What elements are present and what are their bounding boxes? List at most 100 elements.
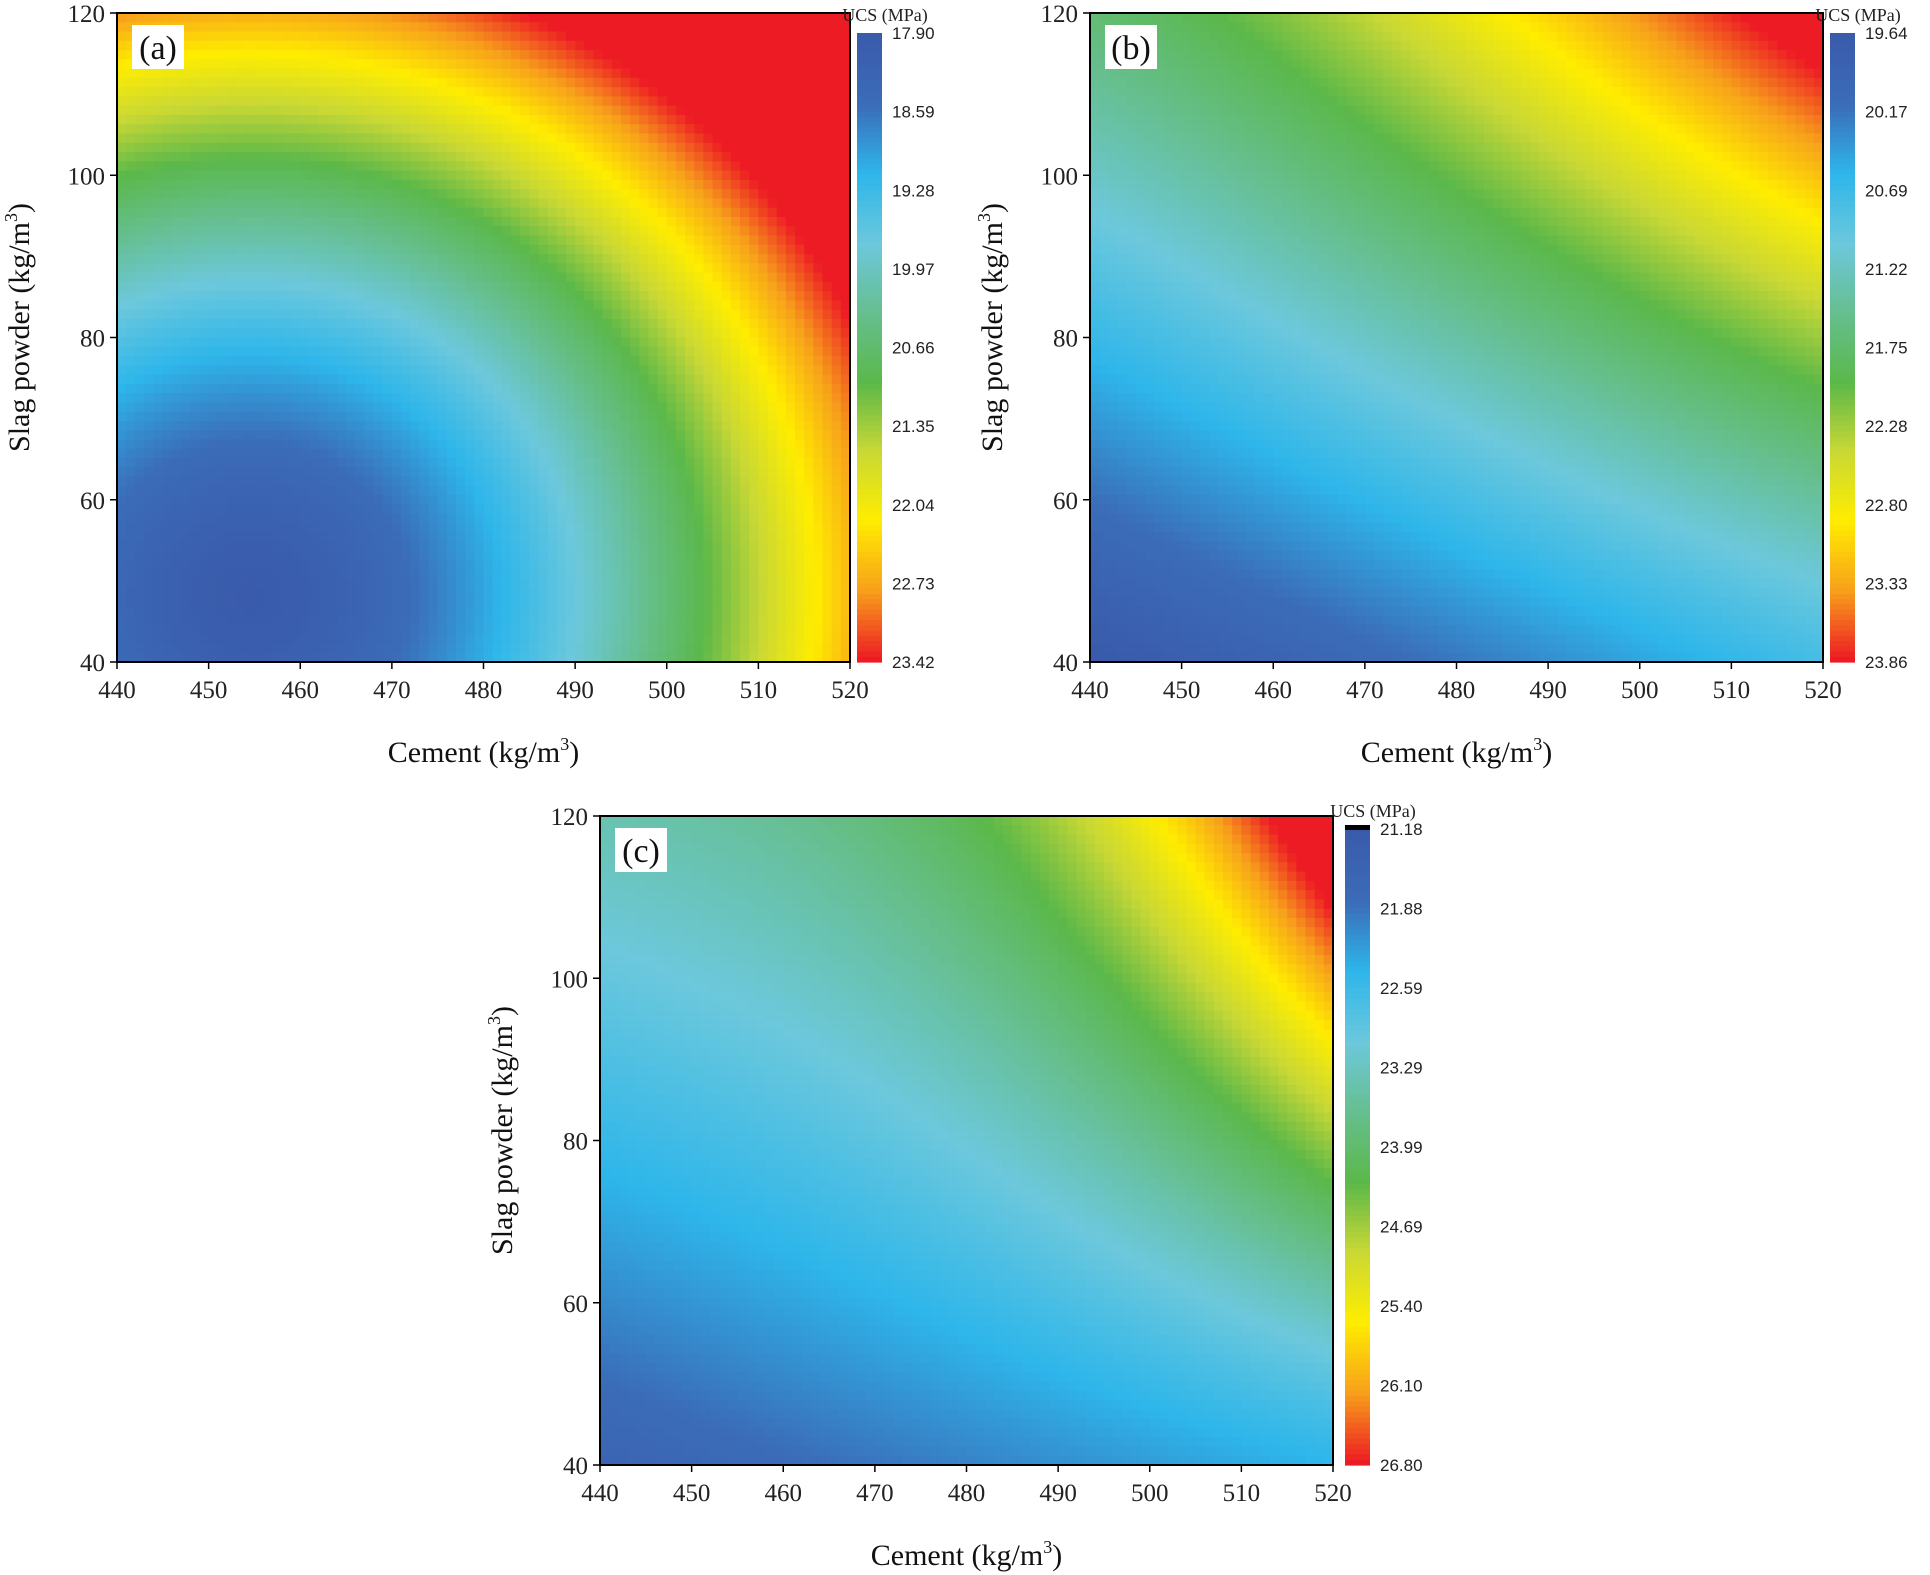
heatmap-cell [263,226,274,237]
heatmap-cell [831,495,842,505]
heatmap-cell [144,133,155,144]
heatmap-cell [611,578,622,589]
heatmap-cell [556,207,567,218]
heatmap-cell [391,458,402,468]
heatmap-cell [401,587,411,598]
heatmap-cell [217,458,228,468]
heatmap-cell [236,448,246,459]
heatmap-cell [648,495,659,505]
heatmap-cell [437,374,448,385]
heatmap-cell [281,587,292,598]
heatmap-cell [575,142,585,153]
heatmap-cell [419,77,430,88]
heatmap-cell [226,411,237,422]
heatmap-cell [410,560,420,570]
heatmap-cell [547,578,558,589]
heatmap-cell [327,124,338,135]
heatmap-cell [547,291,558,302]
heatmap-cell [721,235,732,246]
heatmap-cell [556,300,567,311]
heatmap-cell [474,40,485,51]
heatmap-cell [236,393,246,403]
heatmap-cell [694,281,704,292]
heatmap-cell [565,254,576,264]
heatmap-cell [831,365,842,376]
heatmap-cell [336,50,347,60]
heatmap-cell [795,142,805,153]
heatmap-cell [226,291,237,302]
heatmap-cell [181,272,191,283]
heatmap-cell [446,96,457,107]
heatmap-cell [336,68,347,79]
heatmap-cell [703,281,714,292]
heatmap-cell [520,420,530,431]
heatmap-cell [291,374,301,385]
heatmap-cell [144,569,155,580]
heatmap-cell [391,476,402,487]
heatmap-cell [529,226,540,237]
heatmap-cell [666,133,677,144]
heatmap-cell [162,281,173,292]
heatmap-cell [474,411,485,422]
heatmap-cell [630,411,640,422]
heatmap-cell [437,560,448,570]
heatmap-cell [456,207,466,218]
heatmap-cell [410,254,420,264]
heatmap-cell [730,263,741,274]
heatmap-cell [694,504,704,515]
heatmap-cell [639,281,650,292]
heatmap-cell [556,254,567,264]
heatmap-cell [208,124,219,135]
heatmap-cell [318,170,329,181]
heatmap-cell [373,578,384,589]
heatmap-cell [272,226,283,237]
heatmap-cell [538,485,549,496]
heatmap-cell [730,244,741,255]
heatmap-cell [813,77,824,88]
heatmap-cell [272,207,283,218]
heatmap-cell [520,272,530,283]
heatmap-cell [776,420,787,431]
heatmap-cell [226,300,237,311]
heatmap-cell [785,31,796,42]
heatmap-cell [611,216,622,227]
heatmap-cell [749,133,759,144]
heatmap-cell [767,495,778,505]
heatmap-cell [492,142,503,153]
heatmap-cell [510,365,521,376]
heatmap-cell [730,560,741,570]
heatmap-cell [245,281,256,292]
heatmap-cell [272,402,283,413]
heatmap-cell [208,476,219,487]
heatmap-cell [483,346,494,357]
heatmap-cell [694,346,704,357]
heatmap-cell [730,40,741,51]
heatmap-cell [419,346,430,357]
heatmap-cell [355,272,365,283]
heatmap-cell [620,504,631,515]
heatmap-cell [391,541,402,552]
heatmap-cell [565,328,576,339]
heatmap-cell [776,318,787,329]
heatmap-cell [547,532,558,543]
heatmap-cell [153,170,164,181]
heatmap-cell [547,216,558,227]
heatmap-cell [657,393,668,403]
heatmap-cell [767,448,778,459]
heatmap-cell [685,476,695,487]
heatmap-cell [584,114,595,125]
heatmap-cell [648,578,659,589]
heatmap-cell [538,578,549,589]
heatmap-cell [785,291,796,302]
heatmap-cell [657,207,668,218]
heatmap-cell [346,560,356,570]
heatmap-cell [382,133,393,144]
heatmap-cell [501,226,512,237]
heatmap-cell [584,87,595,98]
heatmap-cell [602,550,613,561]
heatmap-cell [300,105,311,116]
heatmap-cell [657,439,668,450]
heatmap-cell [254,59,265,70]
heatmap-cell [602,578,613,589]
heatmap-cell [510,383,521,394]
